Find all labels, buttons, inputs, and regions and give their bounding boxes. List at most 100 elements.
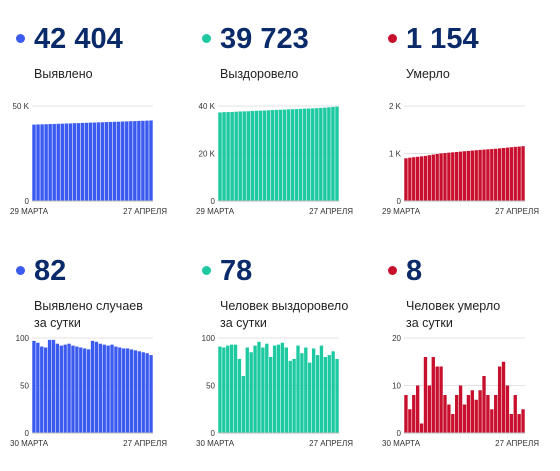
y-tick-label: 50: [206, 382, 215, 391]
bar: [427, 155, 432, 201]
bar: [327, 355, 331, 433]
bar: [286, 109, 291, 201]
bar: [218, 112, 222, 201]
bar: [478, 149, 482, 201]
stat-label: Выявлено: [34, 67, 93, 81]
bar: [304, 347, 308, 433]
bar: [517, 414, 521, 433]
y-tick-label: 100: [202, 334, 216, 343]
bar: [474, 150, 478, 201]
bar: [47, 339, 52, 433]
x-start-label: 30 МАРТА: [196, 439, 235, 448]
bar: [455, 395, 459, 433]
y-tick-label: 50 K: [13, 102, 30, 111]
bar: [431, 357, 435, 433]
bar: [462, 151, 467, 201]
bar: [501, 361, 506, 433]
bar: [222, 347, 226, 433]
bar: [238, 111, 242, 201]
bar: [44, 124, 48, 201]
bar: [319, 107, 323, 201]
bar: [282, 109, 287, 201]
bar: [270, 110, 275, 201]
indicator-dot: [16, 266, 25, 275]
bar: [323, 107, 327, 201]
bar: [108, 121, 113, 201]
bar: [94, 341, 99, 433]
bar: [302, 108, 307, 201]
stat-value: 78: [220, 255, 253, 287]
x-start-label: 29 МАРТА: [382, 207, 421, 216]
bar: [106, 345, 110, 433]
daily-recovered-chart: 0 50 100 30 МАРТА 27 АПРЕЛЯ: [196, 334, 353, 448]
bar: [67, 343, 71, 433]
bar: [435, 153, 439, 201]
bar: [234, 111, 238, 201]
bar: [517, 146, 521, 201]
bar: [229, 344, 234, 433]
indicator-dot: [388, 34, 397, 43]
daily-detected-chart: 0 50 100 30 МАРТА 27 АПРЕЛЯ: [10, 334, 167, 448]
bar: [32, 124, 36, 201]
bar: [509, 147, 514, 201]
stat-label: Выздоровело: [220, 67, 299, 81]
bar: [284, 347, 288, 433]
bar: [141, 120, 145, 201]
bar: [501, 147, 506, 201]
bar: [112, 121, 117, 201]
bar: [474, 399, 478, 433]
bar: [490, 149, 494, 201]
bar: [466, 150, 471, 201]
bar: [55, 343, 60, 433]
bar: [261, 347, 265, 433]
bar: [315, 108, 319, 201]
bar: [133, 350, 138, 433]
bar: [505, 385, 510, 433]
stat-value: 42 404: [34, 23, 123, 55]
x-end-label: 27 АПРЕЛЯ: [309, 207, 353, 216]
bar: [443, 153, 447, 201]
bar: [68, 123, 73, 201]
bar: [280, 342, 285, 433]
bar: [423, 357, 428, 433]
bar: [56, 123, 60, 201]
y-tick-label: 20: [392, 334, 401, 343]
bar: [118, 347, 122, 433]
bar: [233, 344, 238, 433]
x-end-label: 27 АПРЕЛЯ: [123, 439, 167, 448]
y-tick-label: 0: [211, 197, 216, 206]
indicator-dot: [202, 266, 211, 275]
bar: [315, 355, 320, 433]
bar: [79, 347, 83, 433]
bar: [296, 345, 300, 433]
bar: [100, 122, 105, 201]
bar: [490, 409, 494, 433]
bar: [60, 123, 64, 201]
y-tick-label: 100: [16, 334, 30, 343]
bar: [505, 147, 510, 201]
bar: [404, 158, 408, 201]
bar: [408, 157, 412, 201]
panel-daily-detected: 82 Выявлено случаев за сутки 0 50 100 30 МА…: [0, 232, 186, 464]
bar: [335, 358, 339, 433]
panel-detected: 42 404 Выявлено 0 50 K 29 МАРТА 27 АПРЕЛЯ: [0, 0, 186, 232]
bar: [412, 157, 416, 201]
bar: [257, 341, 261, 433]
bar: [125, 348, 130, 433]
bar: [294, 109, 299, 201]
bar: [447, 404, 451, 433]
bar: [482, 376, 486, 433]
bar: [439, 366, 443, 433]
bar: [149, 120, 153, 201]
panel-recovered: 39 723 Выздоровело 0 20 K 40 K 29 МАРТА 27 А…: [186, 0, 372, 232]
bar: [470, 150, 474, 201]
bar: [292, 358, 296, 433]
bar: [327, 107, 331, 201]
y-tick-label: 0: [397, 197, 402, 206]
bar: [419, 423, 424, 433]
bar: [254, 110, 259, 201]
y-tick-label: 0: [397, 429, 402, 438]
bar: [521, 146, 525, 201]
bar: [102, 344, 106, 433]
bar: [241, 376, 246, 433]
